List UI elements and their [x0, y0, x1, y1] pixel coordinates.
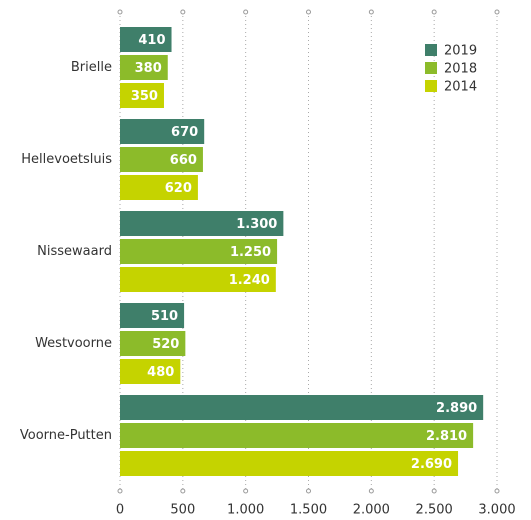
bar — [120, 331, 186, 356]
bar — [120, 451, 459, 476]
bar — [120, 119, 205, 144]
x-tick-label: 1.500 — [290, 503, 327, 518]
value-label: 480 — [147, 365, 174, 380]
grid-cap — [117, 488, 123, 494]
x-tick-label: 2.500 — [416, 503, 453, 518]
x-tick-label: 500 — [170, 503, 195, 518]
value-label: 350 — [131, 89, 158, 104]
bar — [120, 303, 185, 328]
y-tick-label: Voorne-Putten — [20, 428, 112, 443]
bar — [120, 175, 198, 200]
bar — [120, 239, 278, 264]
grid-cap — [180, 488, 186, 494]
grid-cap — [117, 9, 123, 15]
grid-cap — [243, 488, 249, 494]
y-tick-label: Brielle — [71, 60, 112, 75]
grid-cap — [494, 488, 500, 494]
bar — [120, 83, 164, 108]
grid-cap — [431, 488, 437, 494]
legend-label: 2019 — [444, 44, 477, 59]
value-label: 380 — [135, 61, 162, 76]
grid-cap — [180, 9, 186, 15]
grid-cap — [368, 9, 374, 15]
bar — [120, 423, 474, 448]
value-label: 1.240 — [229, 273, 270, 288]
value-label: 520 — [152, 337, 179, 352]
x-tick-label: 3.000 — [478, 503, 515, 518]
grid-cap — [368, 488, 374, 494]
bar — [120, 359, 181, 384]
y-tick-label: Westvoorne — [35, 336, 112, 351]
value-label: 410 — [138, 33, 165, 48]
value-label: 670 — [171, 125, 198, 140]
legend-label: 2014 — [444, 80, 477, 95]
grid-cap — [306, 9, 311, 15]
legend-label: 2018 — [444, 62, 477, 77]
bar — [120, 267, 276, 292]
value-label: 2.890 — [436, 401, 477, 416]
value-label: 660 — [170, 153, 197, 168]
grid-cap — [243, 9, 249, 15]
value-label: 2.690 — [411, 457, 452, 472]
y-tick-label: Nissewaard — [37, 244, 112, 259]
grid-cap — [494, 9, 500, 15]
value-label: 1.250 — [230, 245, 271, 260]
y-tick-label: Hellevoetsluis — [21, 152, 112, 167]
x-tick-label: 0 — [116, 503, 124, 518]
bar — [120, 55, 168, 80]
value-label: 1.300 — [236, 217, 277, 232]
bar — [120, 395, 484, 420]
grid-cap — [431, 9, 437, 15]
bar — [120, 147, 203, 172]
legend-swatch — [425, 80, 437, 92]
bar — [120, 211, 284, 236]
value-label: 2.810 — [426, 429, 467, 444]
x-tick-label: 2.000 — [353, 503, 390, 518]
bar — [120, 27, 172, 52]
x-tick-label: 1.000 — [227, 503, 264, 518]
value-label: 510 — [151, 309, 178, 324]
legend-swatch — [425, 44, 437, 56]
grid-cap — [306, 488, 311, 494]
value-label: 620 — [165, 181, 192, 196]
legend-swatch — [425, 62, 437, 74]
